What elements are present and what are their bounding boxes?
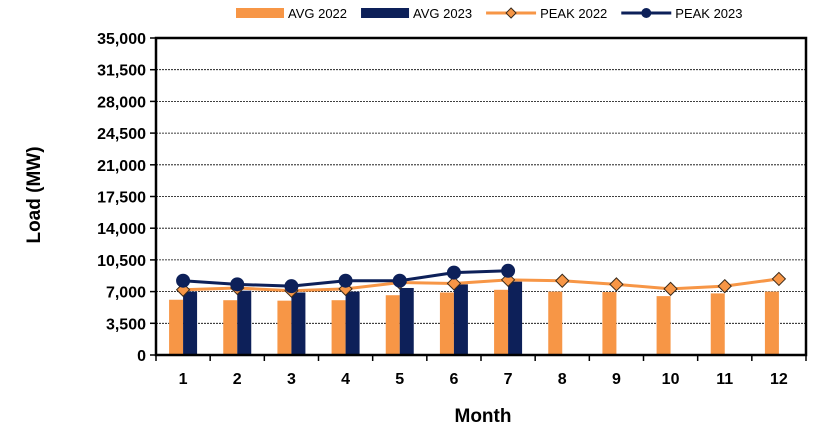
x-tick-label: 11 <box>716 371 733 388</box>
x-tick-label: 7 <box>504 371 513 388</box>
bar-avg-2022 <box>710 293 725 355</box>
y-tick-label: 14,000 <box>97 221 146 238</box>
y-tick-label: 17,500 <box>97 190 146 207</box>
y-tick-label: 3,500 <box>106 316 146 333</box>
x-tick-label: 8 <box>558 371 567 388</box>
x-tick-label: 2 <box>233 371 242 388</box>
legend: AVG 2022 AVG 2023 PEAK 2022 PEAK 2023 <box>236 6 743 21</box>
point-peak-2022 <box>663 281 678 297</box>
bar-avg-2022 <box>223 300 238 355</box>
legend-label: PEAK 2023 <box>675 6 742 21</box>
bar-avg-2022 <box>277 300 292 355</box>
bar-avg-2022 <box>169 299 184 355</box>
point-peak-2023 <box>284 279 299 294</box>
x-tick-label: 9 <box>612 371 621 388</box>
y-tick-label: 28,000 <box>97 94 146 111</box>
legend-swatch <box>236 8 284 18</box>
x-tick-label: 10 <box>662 371 680 388</box>
y-tick-label: 24,500 <box>97 126 146 143</box>
legend-label: AVG 2022 <box>288 6 347 21</box>
lines <box>175 263 787 298</box>
axes: 0 3,500 7,000 10,500 14,000 17,500 21,000 24,50… <box>97 31 808 388</box>
bar-avg-2023 <box>453 284 468 355</box>
point-peak-2022 <box>555 273 570 288</box>
legend-item-peak-2022: PEAK 2022 <box>486 6 607 21</box>
y-tick-label: 21,000 <box>97 158 146 175</box>
bars <box>169 281 779 355</box>
bar-avg-2022 <box>548 291 563 355</box>
y-axis-title: Load (MW) <box>24 146 45 243</box>
line-peak-2022 <box>183 277 780 293</box>
legend-marker <box>505 7 517 19</box>
point-peak-2023 <box>338 273 353 288</box>
legend-item-avg-2023: AVG 2023 <box>361 6 472 21</box>
x-axis-title: Month <box>455 406 512 427</box>
bar-avg-2023 <box>399 287 414 355</box>
bar-avg-2023 <box>345 291 360 355</box>
bar-avg-2022 <box>764 291 779 355</box>
bar-avg-2022 <box>494 289 509 355</box>
bar-avg-2023 <box>291 292 306 355</box>
y-tick-label: 7,000 <box>106 285 146 302</box>
point-peak-2022 <box>717 278 732 294</box>
point-peak-2023 <box>392 273 407 288</box>
point-peak-2022 <box>609 277 624 292</box>
legend-item-avg-2022: AVG 2022 <box>236 6 347 21</box>
x-tick-label: 5 <box>395 371 404 388</box>
point-peak-2023 <box>230 277 245 292</box>
bar-avg-2022 <box>385 295 400 355</box>
point-peak-2023 <box>446 265 461 280</box>
y-tick-label: 10,500 <box>97 253 146 270</box>
legend-swatch <box>361 8 410 18</box>
bar-avg-2022 <box>331 300 346 355</box>
bar-avg-2023 <box>508 281 523 355</box>
x-tick-label: 12 <box>770 371 788 388</box>
y-tick-label: 35,000 <box>97 31 146 48</box>
legend-label: PEAK 2022 <box>540 6 607 21</box>
x-tick-label: 1 <box>179 371 188 388</box>
bar-avg-2023 <box>237 290 252 355</box>
legend-label: AVG 2023 <box>413 6 472 21</box>
legend-item-peak-2023: PEAK 2023 <box>621 6 743 21</box>
y-tick-label: 0 <box>137 348 146 365</box>
x-tick-label: 4 <box>341 371 350 388</box>
x-tick-label: 3 <box>287 371 296 388</box>
point-peak-2023 <box>501 263 516 278</box>
x-tick-label: 6 <box>449 371 458 388</box>
bar-avg-2022 <box>439 292 454 355</box>
legend-marker <box>641 8 652 18</box>
bar-avg-2023 <box>183 291 198 355</box>
point-peak-2022 <box>446 276 462 291</box>
bar-avg-2022 <box>656 296 671 355</box>
bar-avg-2022 <box>602 292 617 355</box>
point-peak-2022 <box>771 271 787 287</box>
y-tick-label: 31,500 <box>97 63 146 80</box>
point-peak-2023 <box>176 273 191 288</box>
